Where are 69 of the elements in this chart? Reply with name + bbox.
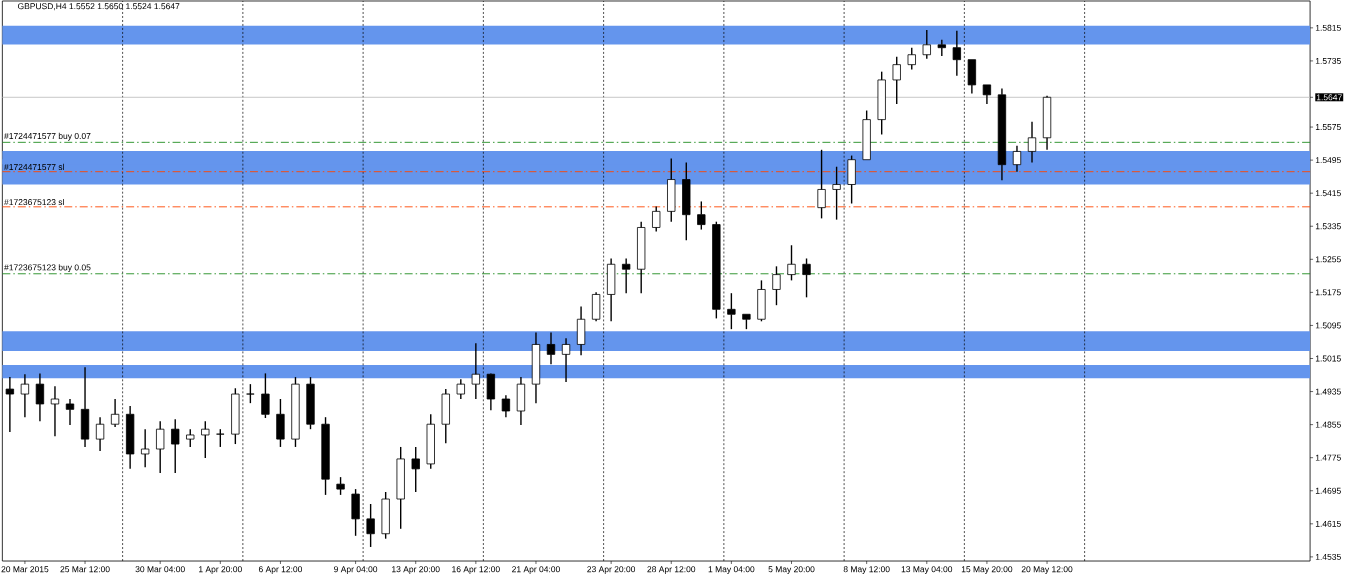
x-tick-label: 23 Apr 20:00 (587, 566, 636, 574)
candlestick (125, 405, 135, 470)
candlestick (606, 257, 616, 322)
x-tick-label: 5 May 20:00 (768, 566, 815, 574)
x-tick-label: 20 Mar 2015 (1, 566, 49, 573)
y-tick-label: 1.5095 (1315, 322, 1341, 329)
y-tick-label: 1.4615 (1315, 520, 1341, 527)
x-tick-label: 25 Mar 12:00 (60, 566, 110, 573)
y-tick-label: 1.5647 (1316, 94, 1342, 101)
candlestick (952, 30, 962, 77)
candlestick (1042, 94, 1052, 151)
x-tick-label: 6 Apr 12:00 (258, 566, 303, 574)
candlestick (80, 366, 90, 448)
y-tick-label: 1.4855 (1315, 421, 1341, 428)
x-tick-label: 16 Apr 12:00 (452, 566, 500, 574)
x-tick-label: 21 Apr 04:00 (512, 566, 560, 574)
candlestick (516, 376, 526, 426)
candlestick (50, 385, 60, 437)
y-tick-label: 1.5495 (1315, 157, 1341, 164)
y-tick-label: 1.5015 (1315, 355, 1341, 362)
y-tick-label: 1.5815 (1315, 24, 1341, 31)
ref-line-label: #1723675123 buy 0.05 (4, 264, 91, 273)
x-tick-label: 1 Apr 20:00 (199, 566, 242, 574)
ref-line-label: #1724471577 buy 0.07 (4, 132, 91, 141)
y-tick-label: 1.4535 (1315, 553, 1341, 560)
y-tick-label: 1.5735 (1315, 57, 1341, 64)
candlestick (65, 398, 75, 426)
y-tick-label: 1.5415 (1315, 190, 1341, 197)
x-tick-label: 15 May 20:00 (961, 566, 1013, 574)
candlestick (531, 331, 541, 404)
candlestick (937, 39, 946, 57)
y-tick-label: 1.5575 (1315, 124, 1341, 131)
ref-line-label: #1723675123 sl (4, 198, 64, 206)
y-tick-label: 1.5175 (1315, 289, 1341, 296)
chart-title: GBPUSD,H4 1.5552 1.5650 1.5524 1.5647 (17, 3, 180, 11)
candlestick (546, 331, 556, 365)
candlestick (486, 373, 496, 411)
x-tick-label: 28 Apr 12:00 (647, 566, 696, 574)
x-tick-label: 30 Mar 04:00 (135, 566, 185, 573)
candlestick (35, 372, 45, 423)
candlestick (1027, 120, 1037, 164)
candlestick (501, 394, 511, 418)
x-tick-label: 13 Apr 20:00 (392, 566, 440, 574)
y-tick-label: 1.4935 (1315, 388, 1341, 395)
candlestick (110, 398, 120, 428)
candlestick (456, 378, 465, 400)
y-tick-label: 1.4695 (1315, 487, 1341, 494)
x-tick-label: 20 May 12:00 (1021, 566, 1073, 574)
candlestick (95, 416, 105, 452)
candlestick (471, 342, 480, 400)
y-tick-label: 1.5335 (1315, 223, 1341, 230)
x-tick-label: 13 May 04:00 (901, 566, 953, 574)
ref-line-label: #1724471577 sl (4, 163, 64, 170)
candlestick (622, 257, 631, 294)
x-tick-label: 9 Apr 04:00 (334, 566, 378, 574)
candlestick (156, 420, 165, 474)
candlestick (591, 291, 601, 322)
candlestick (637, 221, 646, 294)
candlestick (141, 428, 150, 468)
candlestick (5, 376, 15, 433)
candlestick (576, 305, 586, 356)
candlestick (1012, 144, 1022, 173)
x-tick-label: 8 May 12:00 (843, 566, 890, 574)
y-tick-label: 1.4775 (1315, 454, 1341, 461)
candlestick (561, 337, 571, 383)
candlestick (20, 373, 30, 418)
x-tick-label: 1 May 04:00 (708, 566, 755, 574)
y-tick-label: 1.5255 (1315, 256, 1341, 263)
candlestick (997, 87, 1007, 182)
